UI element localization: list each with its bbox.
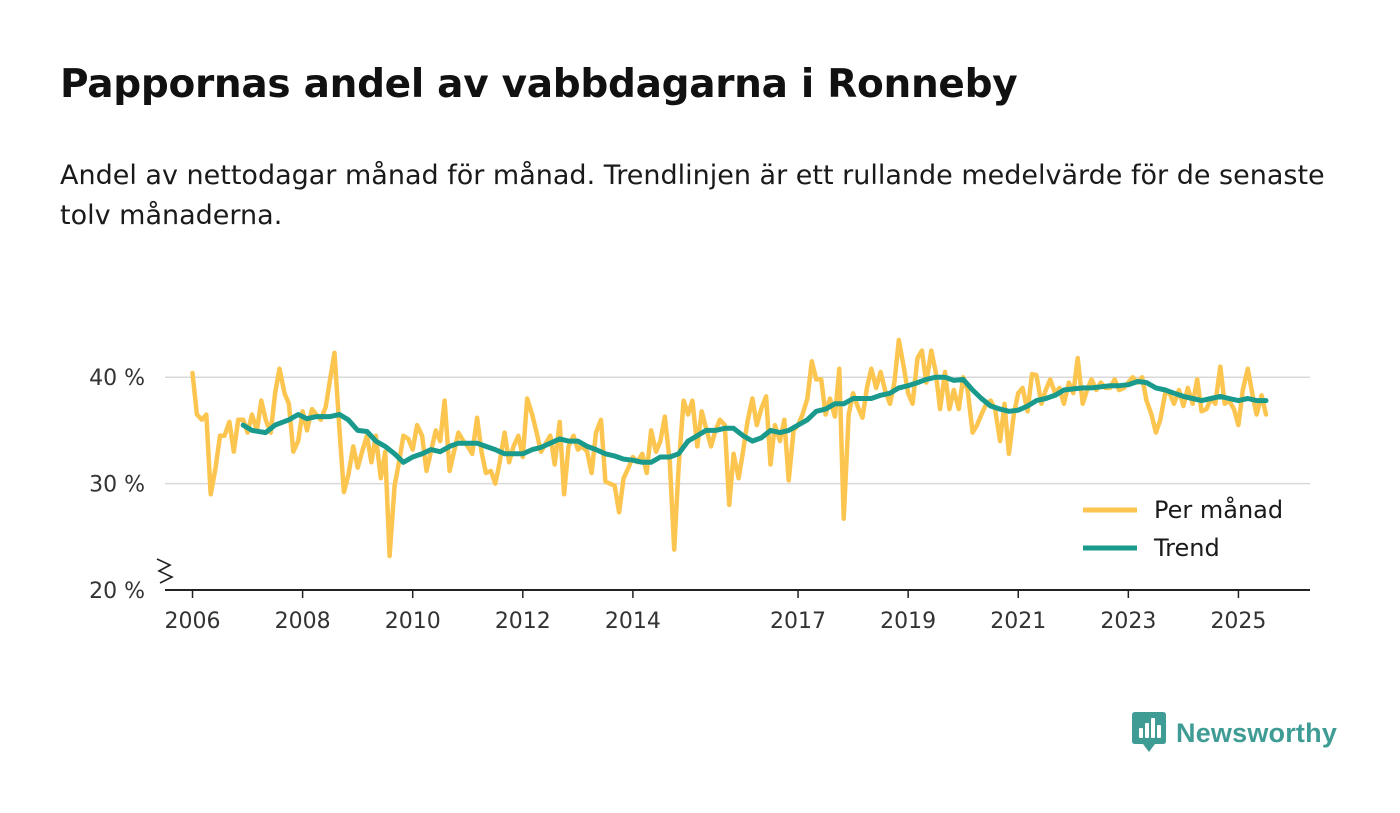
legend: Per månad Trend: [1083, 495, 1283, 562]
legend-label: Trend: [1153, 534, 1220, 562]
x-tick-label: 2010: [385, 609, 441, 634]
axes: 20 % 30 % 40 % 2006 2008 2010 2012 2014 2017 2019…: [89, 366, 1310, 634]
chart-subtitle: Andel av nettodagar månad för månad. Tre…: [60, 160, 1325, 231]
x-tick-label: 2014: [605, 609, 661, 634]
y-axis-break-icon: [156, 558, 174, 584]
x-tick-label: 2012: [495, 609, 551, 634]
y-tick-label: 30 %: [89, 473, 145, 498]
line-chart: 20 % 30 % 40 % 2006 2008 2010 2012 2014 2017 2019…: [89, 337, 1310, 634]
y-tick-label: 40 %: [89, 366, 145, 391]
newsworthy-logo-text: Newsworthy: [1176, 717, 1338, 748]
chart-title: Pappornas andel av vabbdagarna i Ronneby: [60, 62, 1018, 107]
legend-label: Per månad: [1154, 495, 1283, 524]
x-tick-label: 2023: [1100, 609, 1156, 634]
series: [190, 337, 1269, 559]
gridlines: [165, 376, 1310, 485]
x-tick-label: 2017: [770, 609, 826, 634]
trend-line: [240, 374, 1269, 465]
monthly-line: [190, 337, 1269, 559]
x-tick-label: 2008: [275, 609, 331, 634]
newsworthy-logo-icon: [1132, 712, 1166, 752]
y-tick-label: 20 %: [89, 579, 145, 604]
x-tick-label: 2006: [165, 609, 221, 634]
x-tick-label: 2021: [990, 609, 1046, 634]
newsworthy-logo: Newsworthy: [1132, 712, 1337, 754]
x-tick-label: 2025: [1210, 609, 1266, 634]
x-tick-label: 2019: [880, 609, 936, 634]
